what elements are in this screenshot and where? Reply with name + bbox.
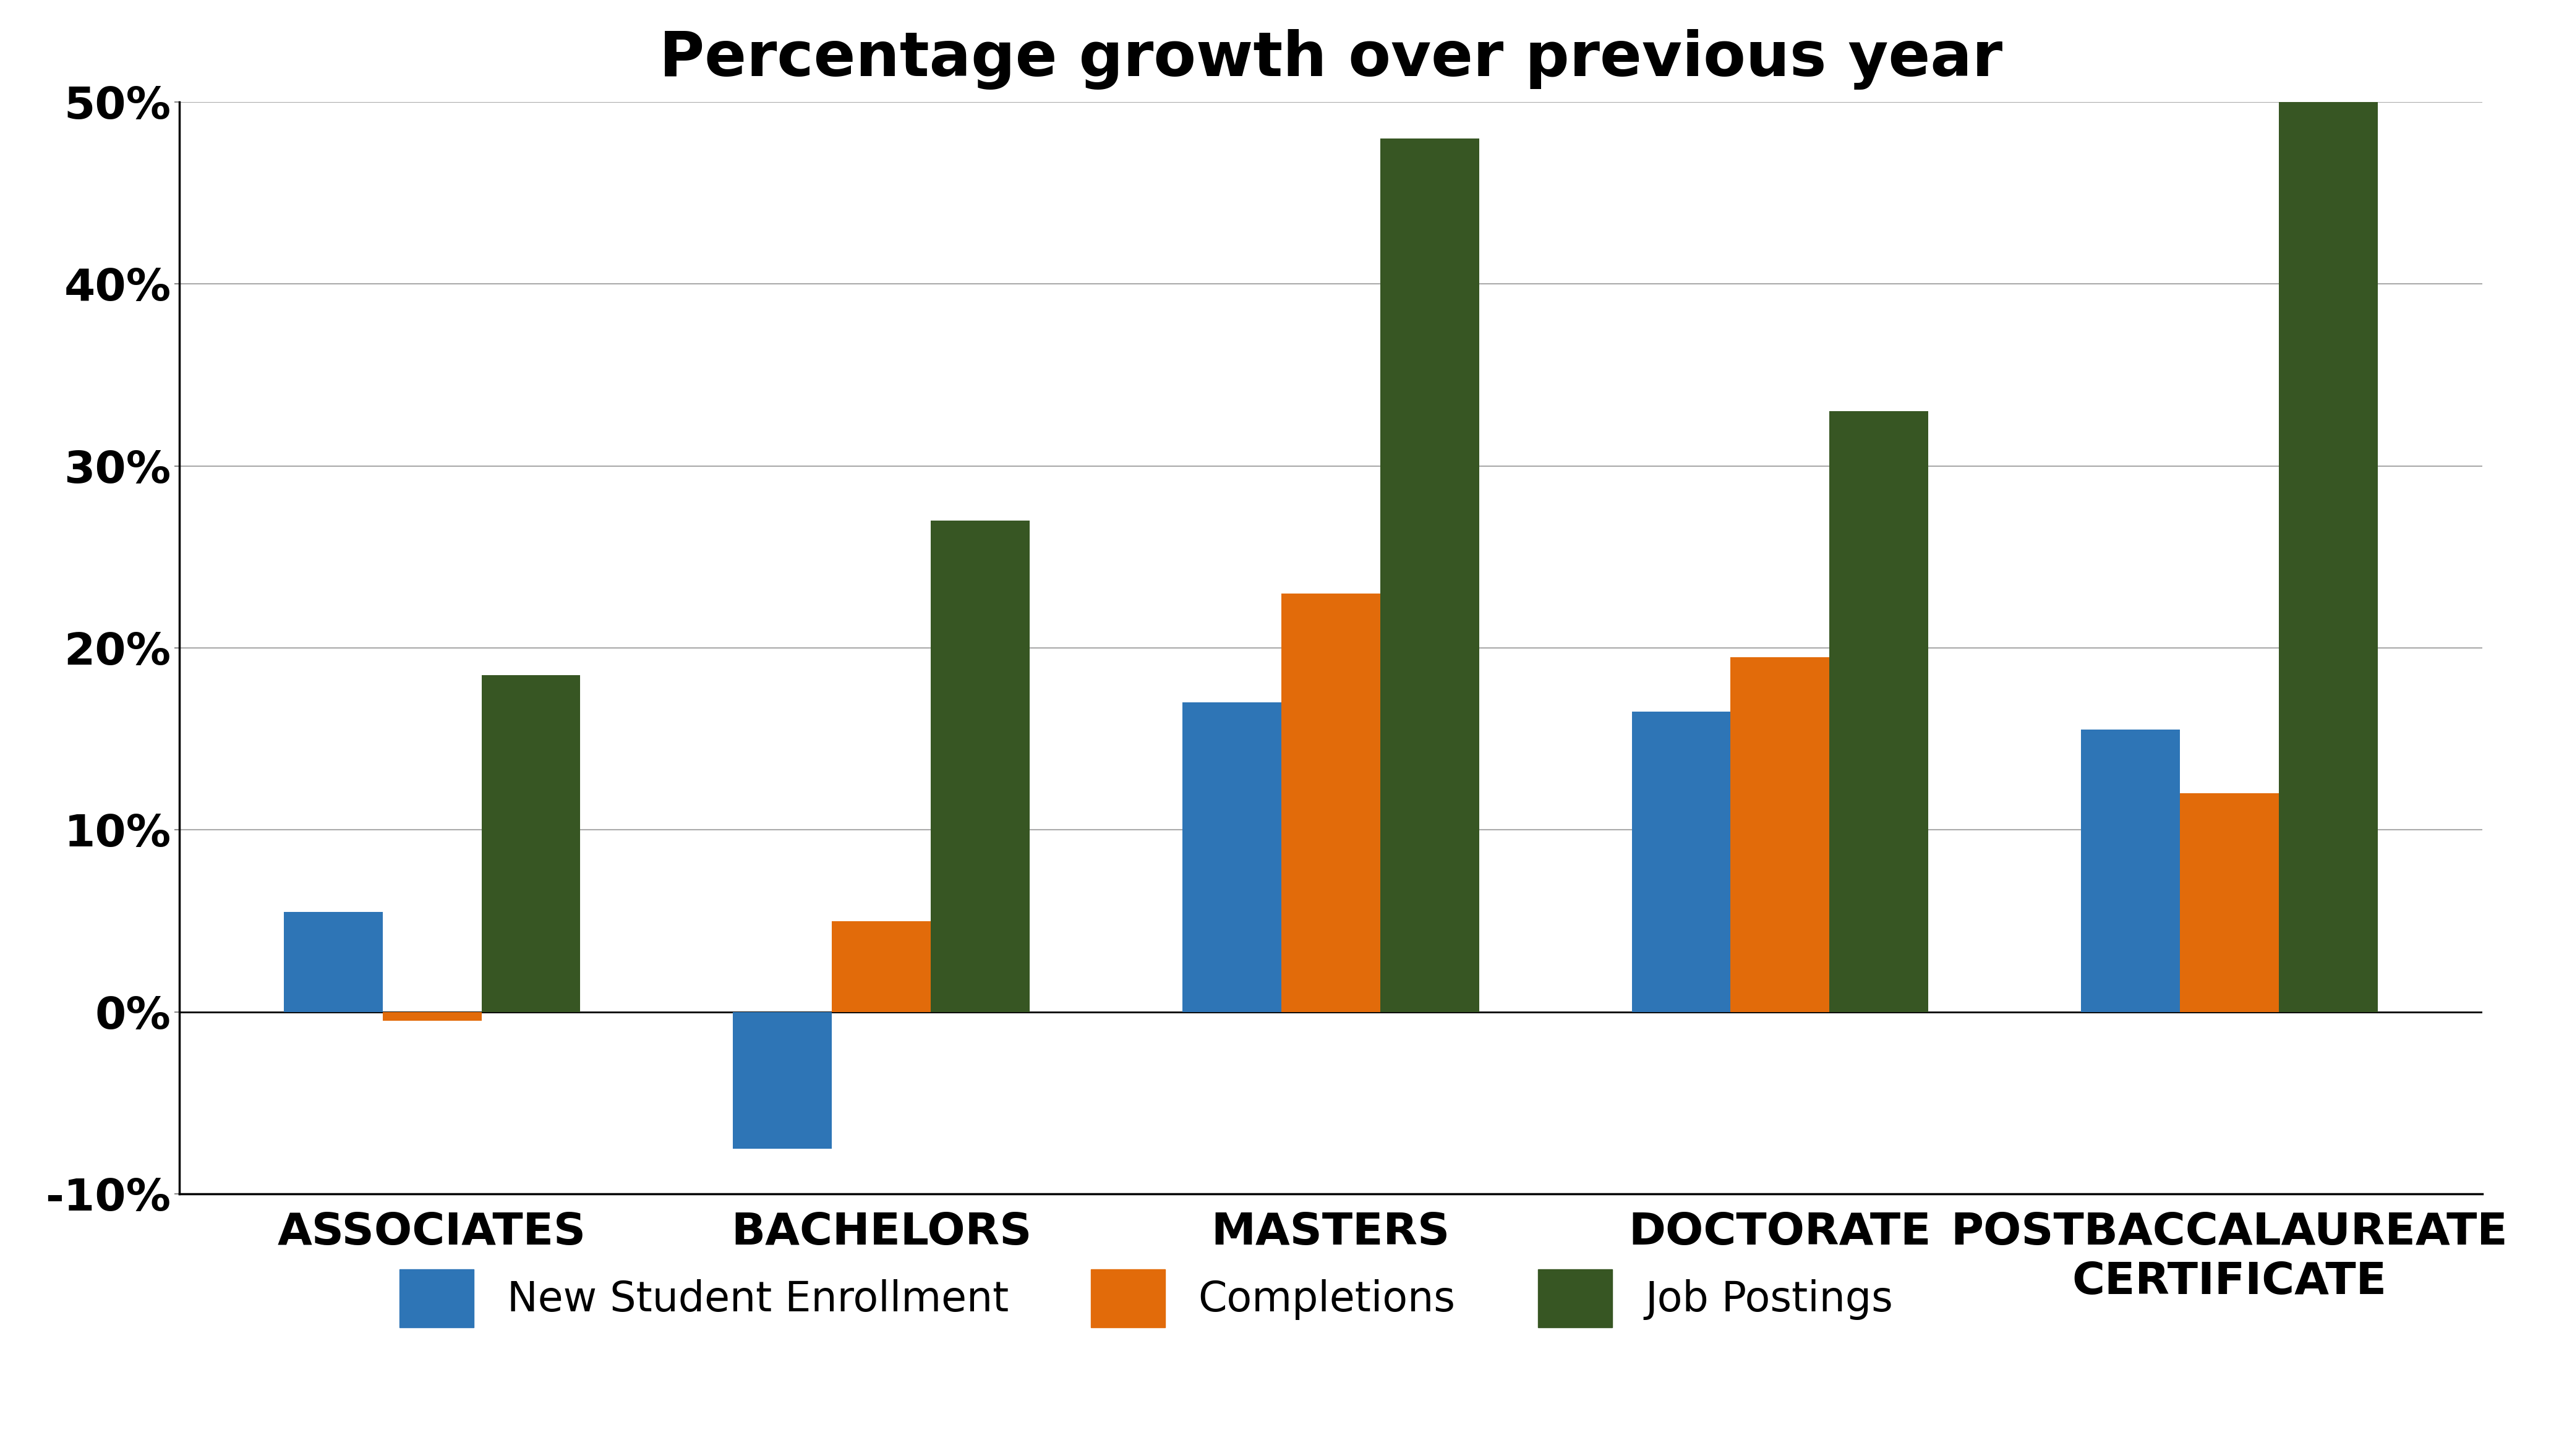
- Bar: [1633, 712, 1730, 1012]
- Bar: [2180, 794, 2278, 1012]
- Title: Percentage growth over previous year: Percentage growth over previous year: [660, 29, 2001, 90]
- Bar: [1379, 138, 1479, 1012]
- Bar: [2080, 729, 2180, 1012]
- Bar: [1282, 594, 1379, 1012]
- Bar: [481, 676, 581, 1012]
- Bar: [2278, 102, 2377, 1012]
- Bar: [284, 911, 384, 1012]
- Bar: [732, 1012, 832, 1149]
- Bar: [1830, 411, 1929, 1012]
- Bar: [931, 520, 1029, 1012]
- Bar: [832, 920, 931, 1012]
- Legend: New Student Enrollment, Completions, Job Postings: New Student Enrollment, Completions, Job…: [379, 1248, 1914, 1348]
- Bar: [1182, 702, 1282, 1012]
- Bar: [1730, 657, 1830, 1012]
- Bar: [384, 1012, 481, 1021]
